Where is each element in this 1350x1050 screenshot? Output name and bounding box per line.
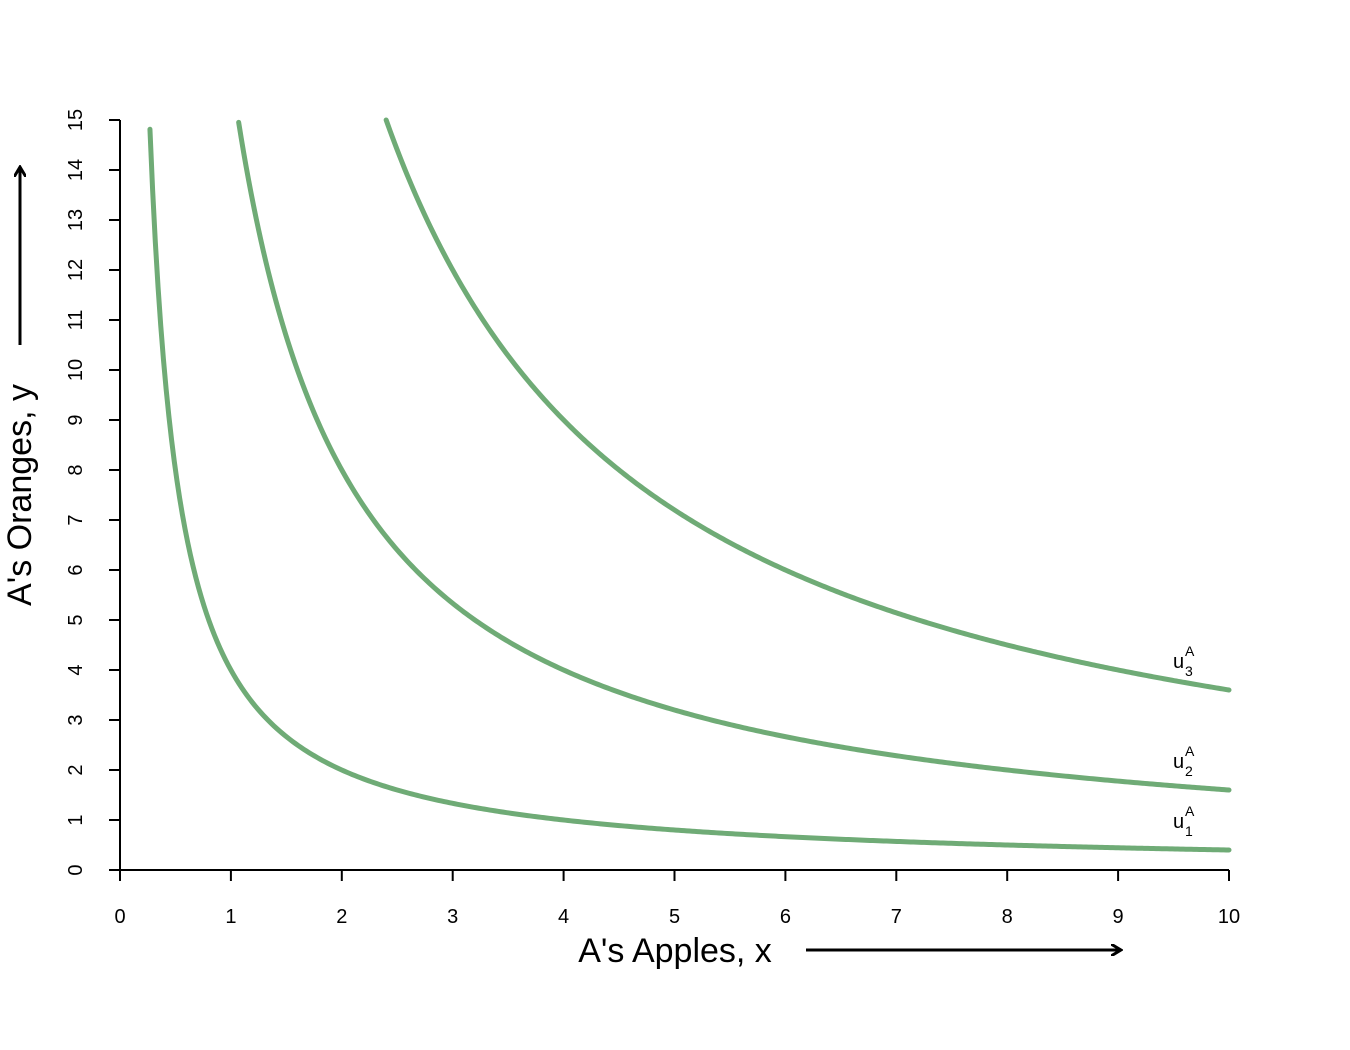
y-tick-label: 8 bbox=[65, 464, 87, 475]
x-tick-label: 4 bbox=[558, 906, 569, 928]
curve-label-u2A: u 2 A bbox=[1173, 743, 1195, 779]
y-tick-label: 9 bbox=[65, 414, 87, 425]
indifference-curve-u3A bbox=[383, 117, 1232, 693]
y-tick-label: 3 bbox=[65, 714, 87, 725]
curve-label-sub: 1 bbox=[1185, 823, 1193, 839]
curve-label-sup: A bbox=[1185, 743, 1195, 759]
y-tick-label: 1 bbox=[65, 814, 87, 825]
y-tick-label: 14 bbox=[65, 159, 87, 181]
x-tick-label: 2 bbox=[336, 906, 347, 928]
y-tick-label: 12 bbox=[65, 259, 87, 281]
y-tick-label: 5 bbox=[65, 614, 87, 625]
x-tick-label: 7 bbox=[891, 906, 902, 928]
y-tick-label: 4 bbox=[65, 664, 87, 675]
curve-label-u1A: u 1 A bbox=[1173, 803, 1195, 839]
y-tick-label: 10 bbox=[65, 359, 87, 381]
x-tick-label: 10 bbox=[1218, 906, 1240, 928]
x-axis-title: A's Apples, x bbox=[578, 932, 772, 970]
indifference-curve-u1A bbox=[147, 126, 1232, 853]
curve-label-sup: A bbox=[1185, 803, 1195, 819]
y-tick-label: 13 bbox=[65, 209, 87, 231]
curve-labels: u 1Au 2Au 3A bbox=[1173, 643, 1195, 839]
curve-label-base: u bbox=[1173, 751, 1184, 773]
y-tick-label: 15 bbox=[65, 109, 87, 131]
curves bbox=[147, 117, 1232, 853]
curve-label-u3A: u 3 A bbox=[1173, 643, 1195, 679]
curve-label-sub: 2 bbox=[1185, 763, 1193, 779]
y-axis-title: A's Oranges, y bbox=[1, 384, 39, 606]
y-tick-label: 7 bbox=[65, 514, 87, 525]
x-tick-label: 8 bbox=[1002, 906, 1013, 928]
indifference-curve-u2A bbox=[236, 119, 1232, 793]
x-tick-label: 5 bbox=[669, 906, 680, 928]
curve-label-sup: A bbox=[1185, 643, 1195, 659]
x-tick-label: 3 bbox=[447, 906, 458, 928]
y-tick-label: 11 bbox=[65, 310, 87, 331]
curve-label-sub: 3 bbox=[1185, 663, 1193, 679]
x-tick-label: 1 bbox=[225, 906, 236, 928]
x-tick-label: 6 bbox=[780, 906, 791, 928]
curve-label-base: u bbox=[1173, 811, 1184, 833]
y-tick-label: 0 bbox=[65, 864, 87, 875]
curve-label-base: u bbox=[1173, 651, 1184, 673]
x-tick-label: 9 bbox=[1113, 906, 1124, 928]
x-axis: 0 1 2 3 4 5 6 7 8 9 10 bbox=[114, 869, 1240, 928]
y-tick-label: 6 bbox=[65, 564, 87, 575]
y-tick-label: 2 bbox=[65, 764, 87, 775]
x-tick-label: 0 bbox=[114, 906, 125, 928]
